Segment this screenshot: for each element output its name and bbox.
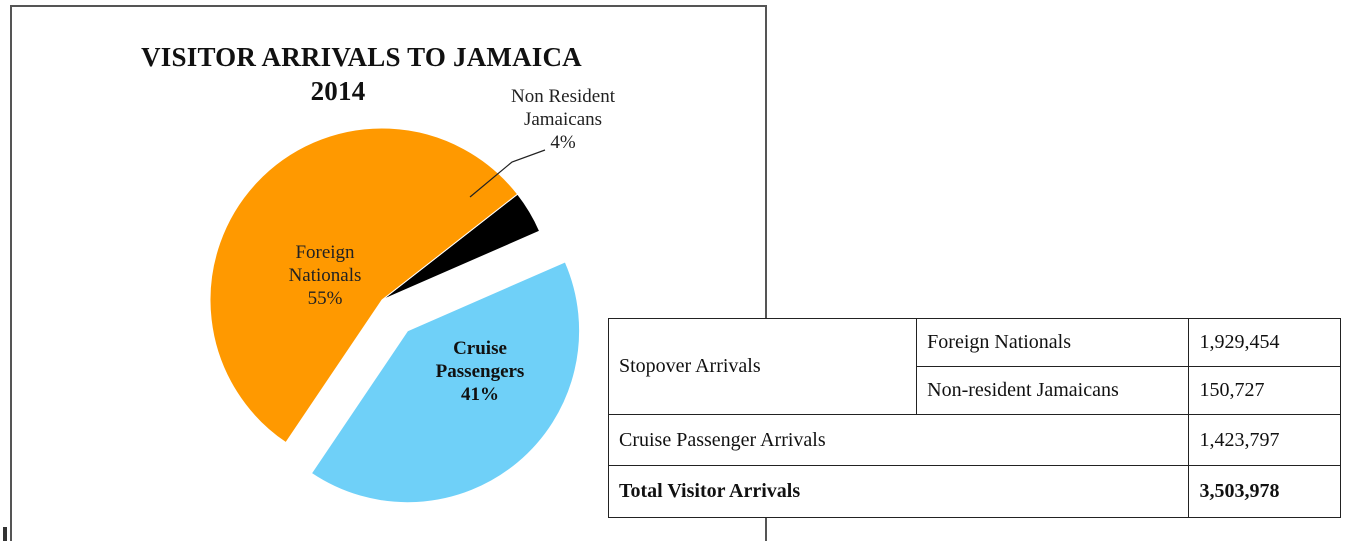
label-foreign-pct: 55% <box>307 288 343 309</box>
value-foreign-nationals: 1,929,454 <box>1188 317 1341 368</box>
chart-title-block: VISITOR ARRIVALS TO JAMAICA 2014 <box>0 40 676 108</box>
nonres-leader-line <box>469 149 546 198</box>
label-cruise-line2: Passengers <box>435 361 525 382</box>
table-row: Cruise Passenger Arrivals 1,423,797 <box>607 414 1341 467</box>
label-cruise-pct: 41% <box>461 384 499 405</box>
value-non-resident: 150,727 <box>1188 366 1341 416</box>
label-foreign-line2: Nationals <box>288 265 362 286</box>
chart-title: VISITOR ARRIVALS TO JAMAICA <box>141 42 582 72</box>
slice-label-cruise-passengers: Cruise Passengers 41% <box>410 337 550 406</box>
subrow-label-foreign-nationals: Foreign Nationals <box>916 317 1190 368</box>
subrow-label-non-resident: Non-resident Jamaicans <box>916 366 1190 416</box>
frame-corner-mark <box>3 527 7 541</box>
value-cruise: 1,423,797 <box>1188 414 1341 467</box>
arrivals-table: Stopover Arrivals Foreign Nationals 1,92… <box>607 317 1341 518</box>
table-row: Total Visitor Arrivals 3,503,978 <box>607 465 1341 518</box>
pie-slices <box>209 127 581 504</box>
value-total: 3,503,978 <box>1188 465 1341 518</box>
row-label-stopover: Stopover Arrivals <box>607 317 918 416</box>
table-row: Stopover Arrivals Foreign Nationals 1,92… <box>607 317 1341 416</box>
row-label-cruise: Cruise Passenger Arrivals <box>607 414 1190 467</box>
label-nonres-line2: Jamaicans <box>523 109 603 130</box>
chart-subtitle: 2014 <box>310 76 366 106</box>
row-label-total: Total Visitor Arrivals <box>607 465 1190 518</box>
pie-slice-cruise-passengers <box>310 261 581 504</box>
label-nonres-line1: Non Resident <box>511 86 615 107</box>
label-foreign-line1: Foreign <box>295 242 355 263</box>
label-cruise-line1: Cruise <box>453 338 507 359</box>
table-row: Non-resident Jamaicans 150,727 <box>609 366 1341 416</box>
pie-slice-foreign-nationals <box>209 127 519 444</box>
label-nonres-pct: 4% <box>550 132 576 153</box>
pie-chart <box>209 127 581 504</box>
slice-label-non-resident-jamaicans: Non Resident Jamaicans 4% <box>478 85 648 154</box>
slice-label-foreign-nationals: Foreign Nationals 55% <box>265 241 385 310</box>
